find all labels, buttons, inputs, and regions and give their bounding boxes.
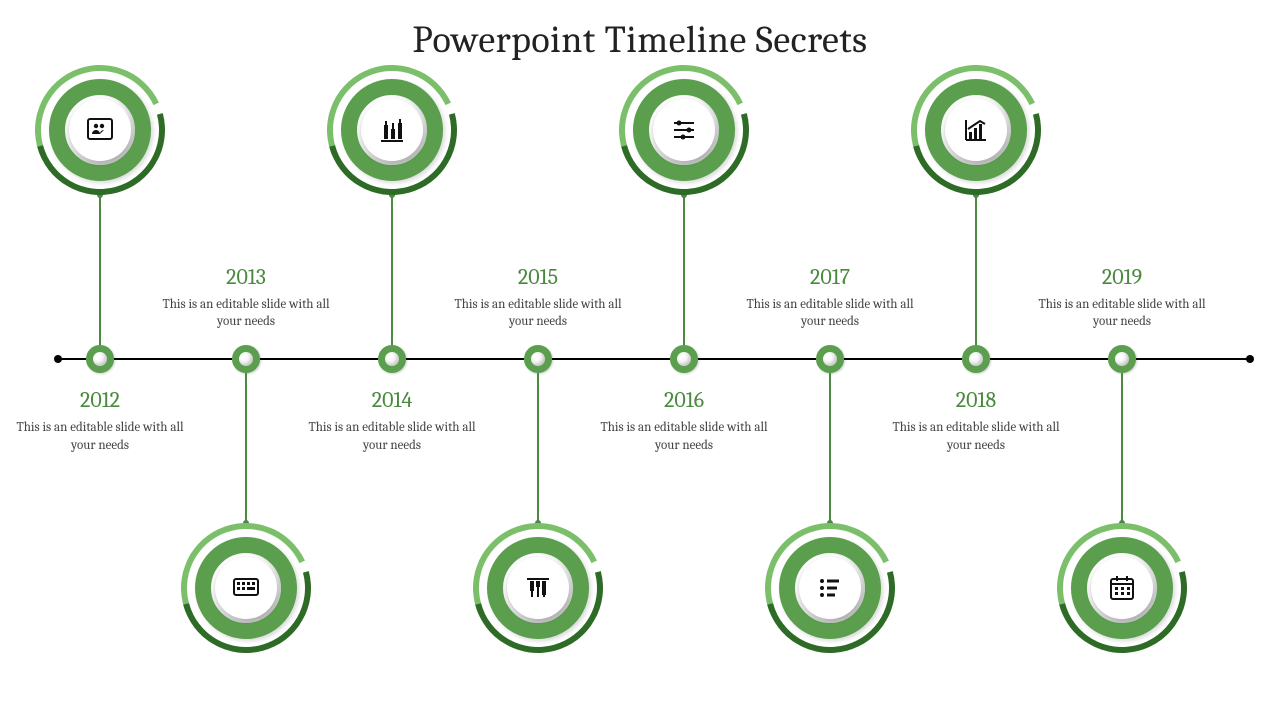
sliders-h-icon — [669, 115, 699, 145]
connector-line — [537, 373, 539, 523]
connector-line — [99, 195, 101, 345]
milestone-label: 2015 This is an editable slide with all y… — [453, 264, 623, 331]
people-card-icon — [85, 115, 115, 145]
medallion-inner — [1091, 557, 1153, 619]
milestone-desc: This is an editable slide with all your … — [891, 419, 1061, 454]
milestone-desc: This is an editable slide with all your … — [599, 419, 769, 454]
milestone-year: 2014 — [307, 387, 477, 413]
node-ring — [86, 345, 114, 373]
milestone-label: 2014 This is an editable slide with all y… — [307, 387, 477, 454]
milestone-medallion — [473, 523, 603, 653]
milestone-desc: This is an editable slide with all your … — [745, 296, 915, 331]
medallion-inner — [215, 557, 277, 619]
milestone-year: 2012 — [15, 387, 185, 413]
milestone-year: 2013 — [161, 264, 331, 290]
bar-up-icon — [961, 115, 991, 145]
milestone-label: 2012 This is an editable slide with all y… — [15, 387, 185, 454]
milestone-desc: This is an editable slide with all your … — [1037, 296, 1207, 331]
node-ring — [962, 345, 990, 373]
medallion-inner — [799, 557, 861, 619]
milestone-year: 2019 — [1037, 264, 1207, 290]
milestone-medallion — [765, 523, 895, 653]
medallion-inner — [361, 99, 423, 161]
milestone-medallion — [327, 65, 457, 195]
connector-line — [1121, 373, 1123, 523]
node-ring — [232, 345, 260, 373]
connector-line — [975, 195, 977, 345]
node-ring — [524, 345, 552, 373]
node-ring — [1108, 345, 1136, 373]
timeline-node-2014: 2014This is an editable slide with all y… — [378, 345, 406, 373]
milestone-desc: This is an editable slide with all your … — [307, 419, 477, 454]
slide: Powerpoint Timeline Secrets 2012 This is … — [0, 0, 1280, 720]
milestone-label: 2013 This is an editable slide with all y… — [161, 264, 331, 331]
medallion-inner — [945, 99, 1007, 161]
connector-line — [245, 373, 247, 523]
milestone-label: 2017 This is an editable slide with all y… — [745, 264, 915, 331]
milestone-medallion — [1057, 523, 1187, 653]
milestone-year: 2017 — [745, 264, 915, 290]
list-icon — [815, 573, 845, 603]
timeline-node-2015: 2015This is an editable slide with all y… — [524, 345, 552, 373]
milestone-label: 2016 This is an editable slide with all y… — [599, 387, 769, 454]
timeline-node-2016: 2016This is an editable slide with all y… — [670, 345, 698, 373]
calendar-icon — [1107, 573, 1137, 603]
milestone-desc: This is an editable slide with all your … — [453, 296, 623, 331]
connector-line — [683, 195, 685, 345]
mixer-icon — [523, 573, 553, 603]
milestone-medallion — [619, 65, 749, 195]
milestone-medallion — [911, 65, 1041, 195]
medallion-inner — [653, 99, 715, 161]
milestone-medallion — [181, 523, 311, 653]
slide-title: Powerpoint Timeline Secrets — [0, 18, 1280, 62]
keyboard-icon — [231, 573, 261, 603]
medallion-inner — [69, 99, 131, 161]
medallion-inner — [507, 557, 569, 619]
milestone-year: 2015 — [453, 264, 623, 290]
milestone-desc: This is an editable slide with all your … — [161, 296, 331, 331]
connector-line — [829, 373, 831, 523]
milestone-label: 2018 This is an editable slide with all y… — [891, 387, 1061, 454]
node-ring — [670, 345, 698, 373]
milestone-desc: This is an editable slide with all your … — [15, 419, 185, 454]
node-ring — [378, 345, 406, 373]
milestone-medallion — [35, 65, 165, 195]
node-ring — [816, 345, 844, 373]
connector-line — [391, 195, 393, 345]
timeline-node-2013: 2013This is an editable slide with all y… — [232, 345, 260, 373]
milestone-year: 2018 — [891, 387, 1061, 413]
timeline-node-2012: 2012This is an editable slide with all y… — [86, 345, 114, 373]
milestone-year: 2016 — [599, 387, 769, 413]
milestone-label: 2019 This is an editable slide with all y… — [1037, 264, 1207, 331]
timeline-node-2018: 2018This is an editable slide with all y… — [962, 345, 990, 373]
bar-candles-icon — [377, 115, 407, 145]
timeline-node-2019: 2019This is an editable slide with all y… — [1108, 345, 1136, 373]
timeline-node-2017: 2017This is an editable slide with all y… — [816, 345, 844, 373]
